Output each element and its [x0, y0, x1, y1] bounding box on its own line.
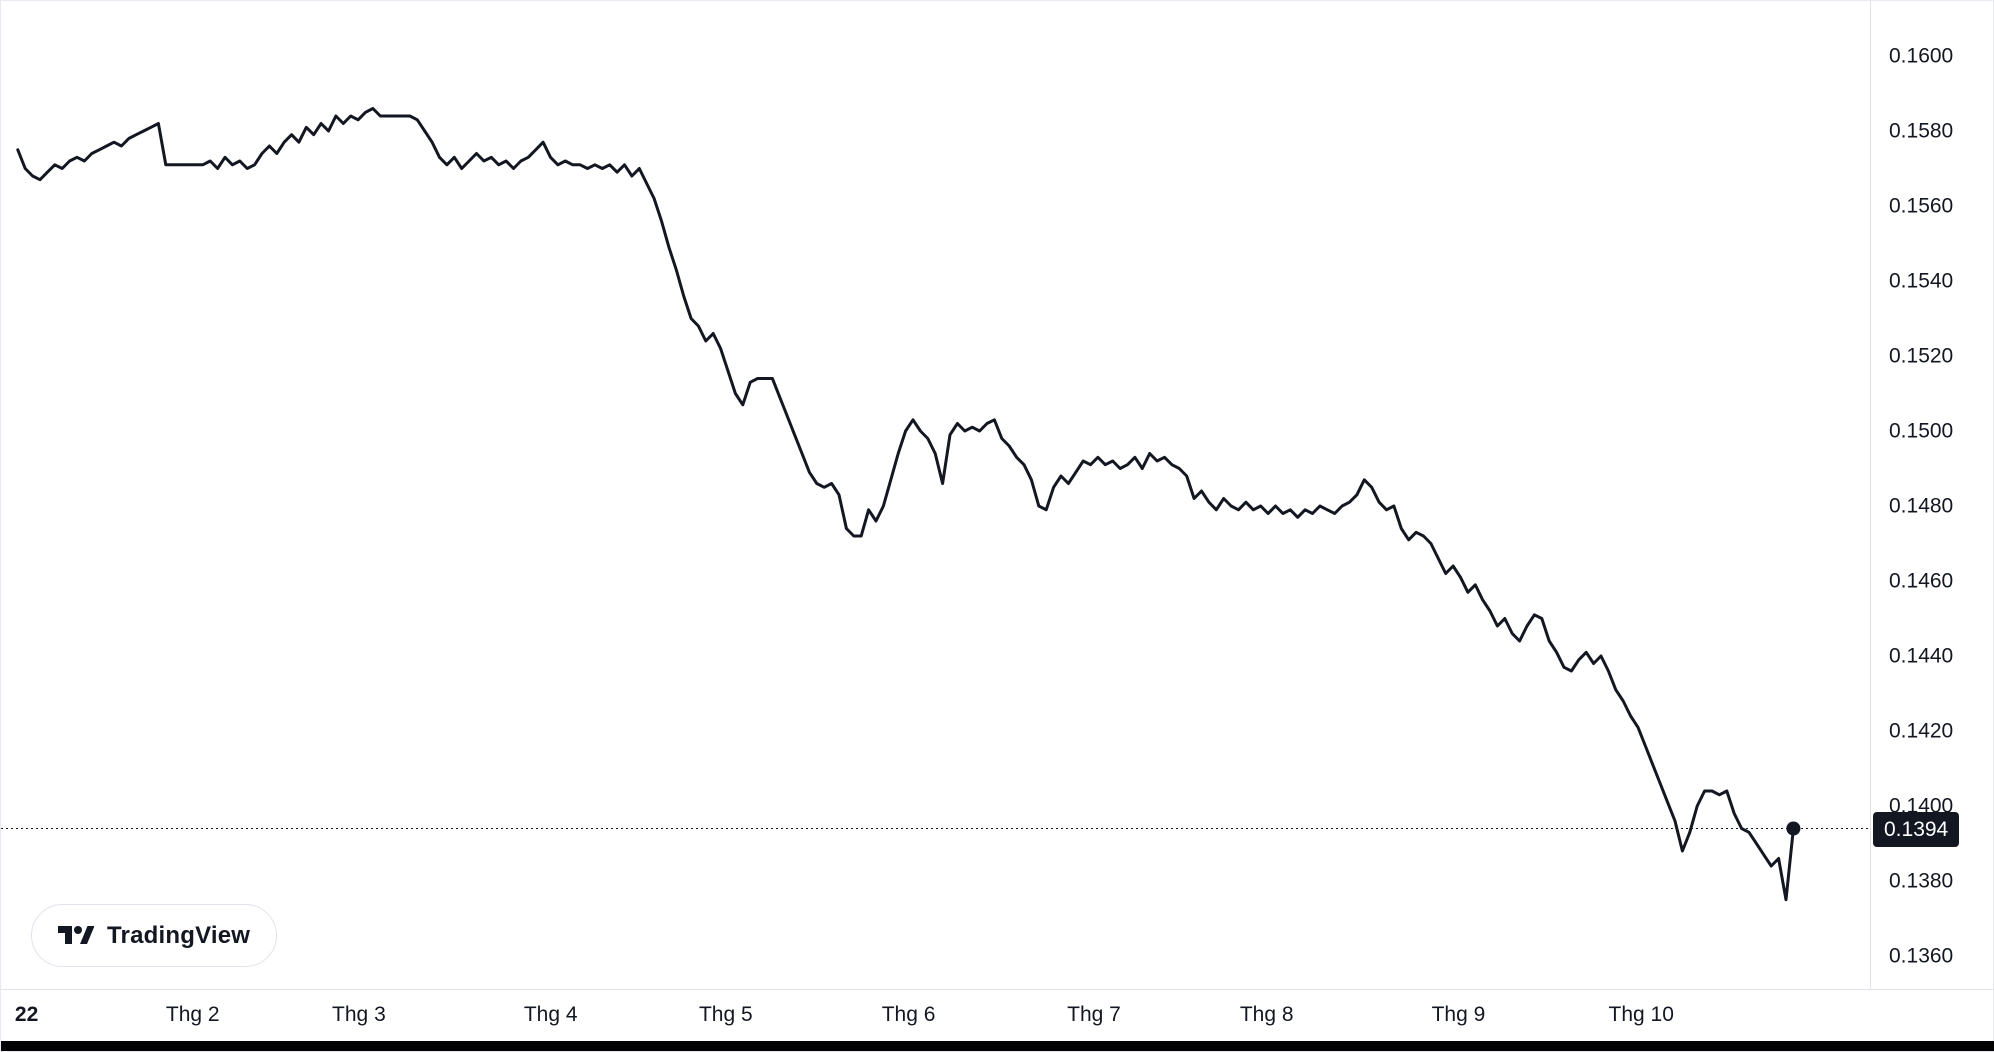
last-price-dot: [1786, 821, 1801, 836]
price-axis-label: 0.1600: [1889, 44, 1954, 68]
time-axis-label: Thg 9: [1431, 1003, 1486, 1026]
time-axis-label: Thg 6: [881, 1003, 936, 1026]
last-price-badge: 0.1394: [1873, 811, 1960, 847]
chart-pane[interactable]: [1, 1, 1870, 989]
time-axis-label: Thg 2: [165, 1003, 220, 1026]
time-axis-separator: [1, 989, 1994, 990]
time-axis-label: 22: [14, 1003, 39, 1026]
price-axis-label: 0.1360: [1889, 944, 1954, 968]
price-axis-label: 0.1580: [1889, 119, 1954, 143]
price-axis-label: 0.1540: [1889, 269, 1954, 293]
price-axis-separator: [1870, 1, 1871, 989]
time-axis[interactable]: 22 Thg 2 Thg 3 Thg 4 Thg 5 Thg 6 Thg 7 Thg 8 Thg…: [1, 990, 1870, 1043]
time-axis-label: Thg 8: [1239, 1003, 1294, 1026]
price-axis-label: 0.1500: [1889, 419, 1954, 443]
time-axis-label: Thg 3: [332, 1003, 386, 1026]
price-axis-label: 0.1440: [1889, 644, 1954, 668]
price-axis-label: 0.1480: [1889, 494, 1954, 518]
price-axis-label: 0.1460: [1889, 569, 1954, 593]
tradingview-logo-link[interactable]: TradingView: [31, 904, 278, 967]
price-axis[interactable]: 0.1600 0.1580 0.1560 0.1540 0.1520 0.1500 0.14…: [1871, 1, 1994, 989]
price-axis-label: 0.1380: [1889, 869, 1954, 893]
bottom-bar: [1, 1041, 1994, 1051]
time-axis-label: Thg 7: [1067, 1003, 1121, 1026]
price-axis-label: 0.1560: [1889, 194, 1954, 218]
price-line-series: [16, 107, 1795, 902]
price-axis-label: 0.1400: [1889, 794, 1954, 818]
time-axis-label: Thg 5: [698, 1003, 753, 1026]
tradingview-icon: [58, 925, 94, 944]
time-axis-label: Thg 10: [1608, 1003, 1674, 1026]
price-axis-label: 0.1520: [1889, 344, 1954, 368]
tradingview-logo-label: TradingView: [107, 921, 251, 949]
time-axis-label: Thg 4: [523, 1003, 578, 1026]
price-axis-label: 0.1420: [1889, 719, 1954, 743]
